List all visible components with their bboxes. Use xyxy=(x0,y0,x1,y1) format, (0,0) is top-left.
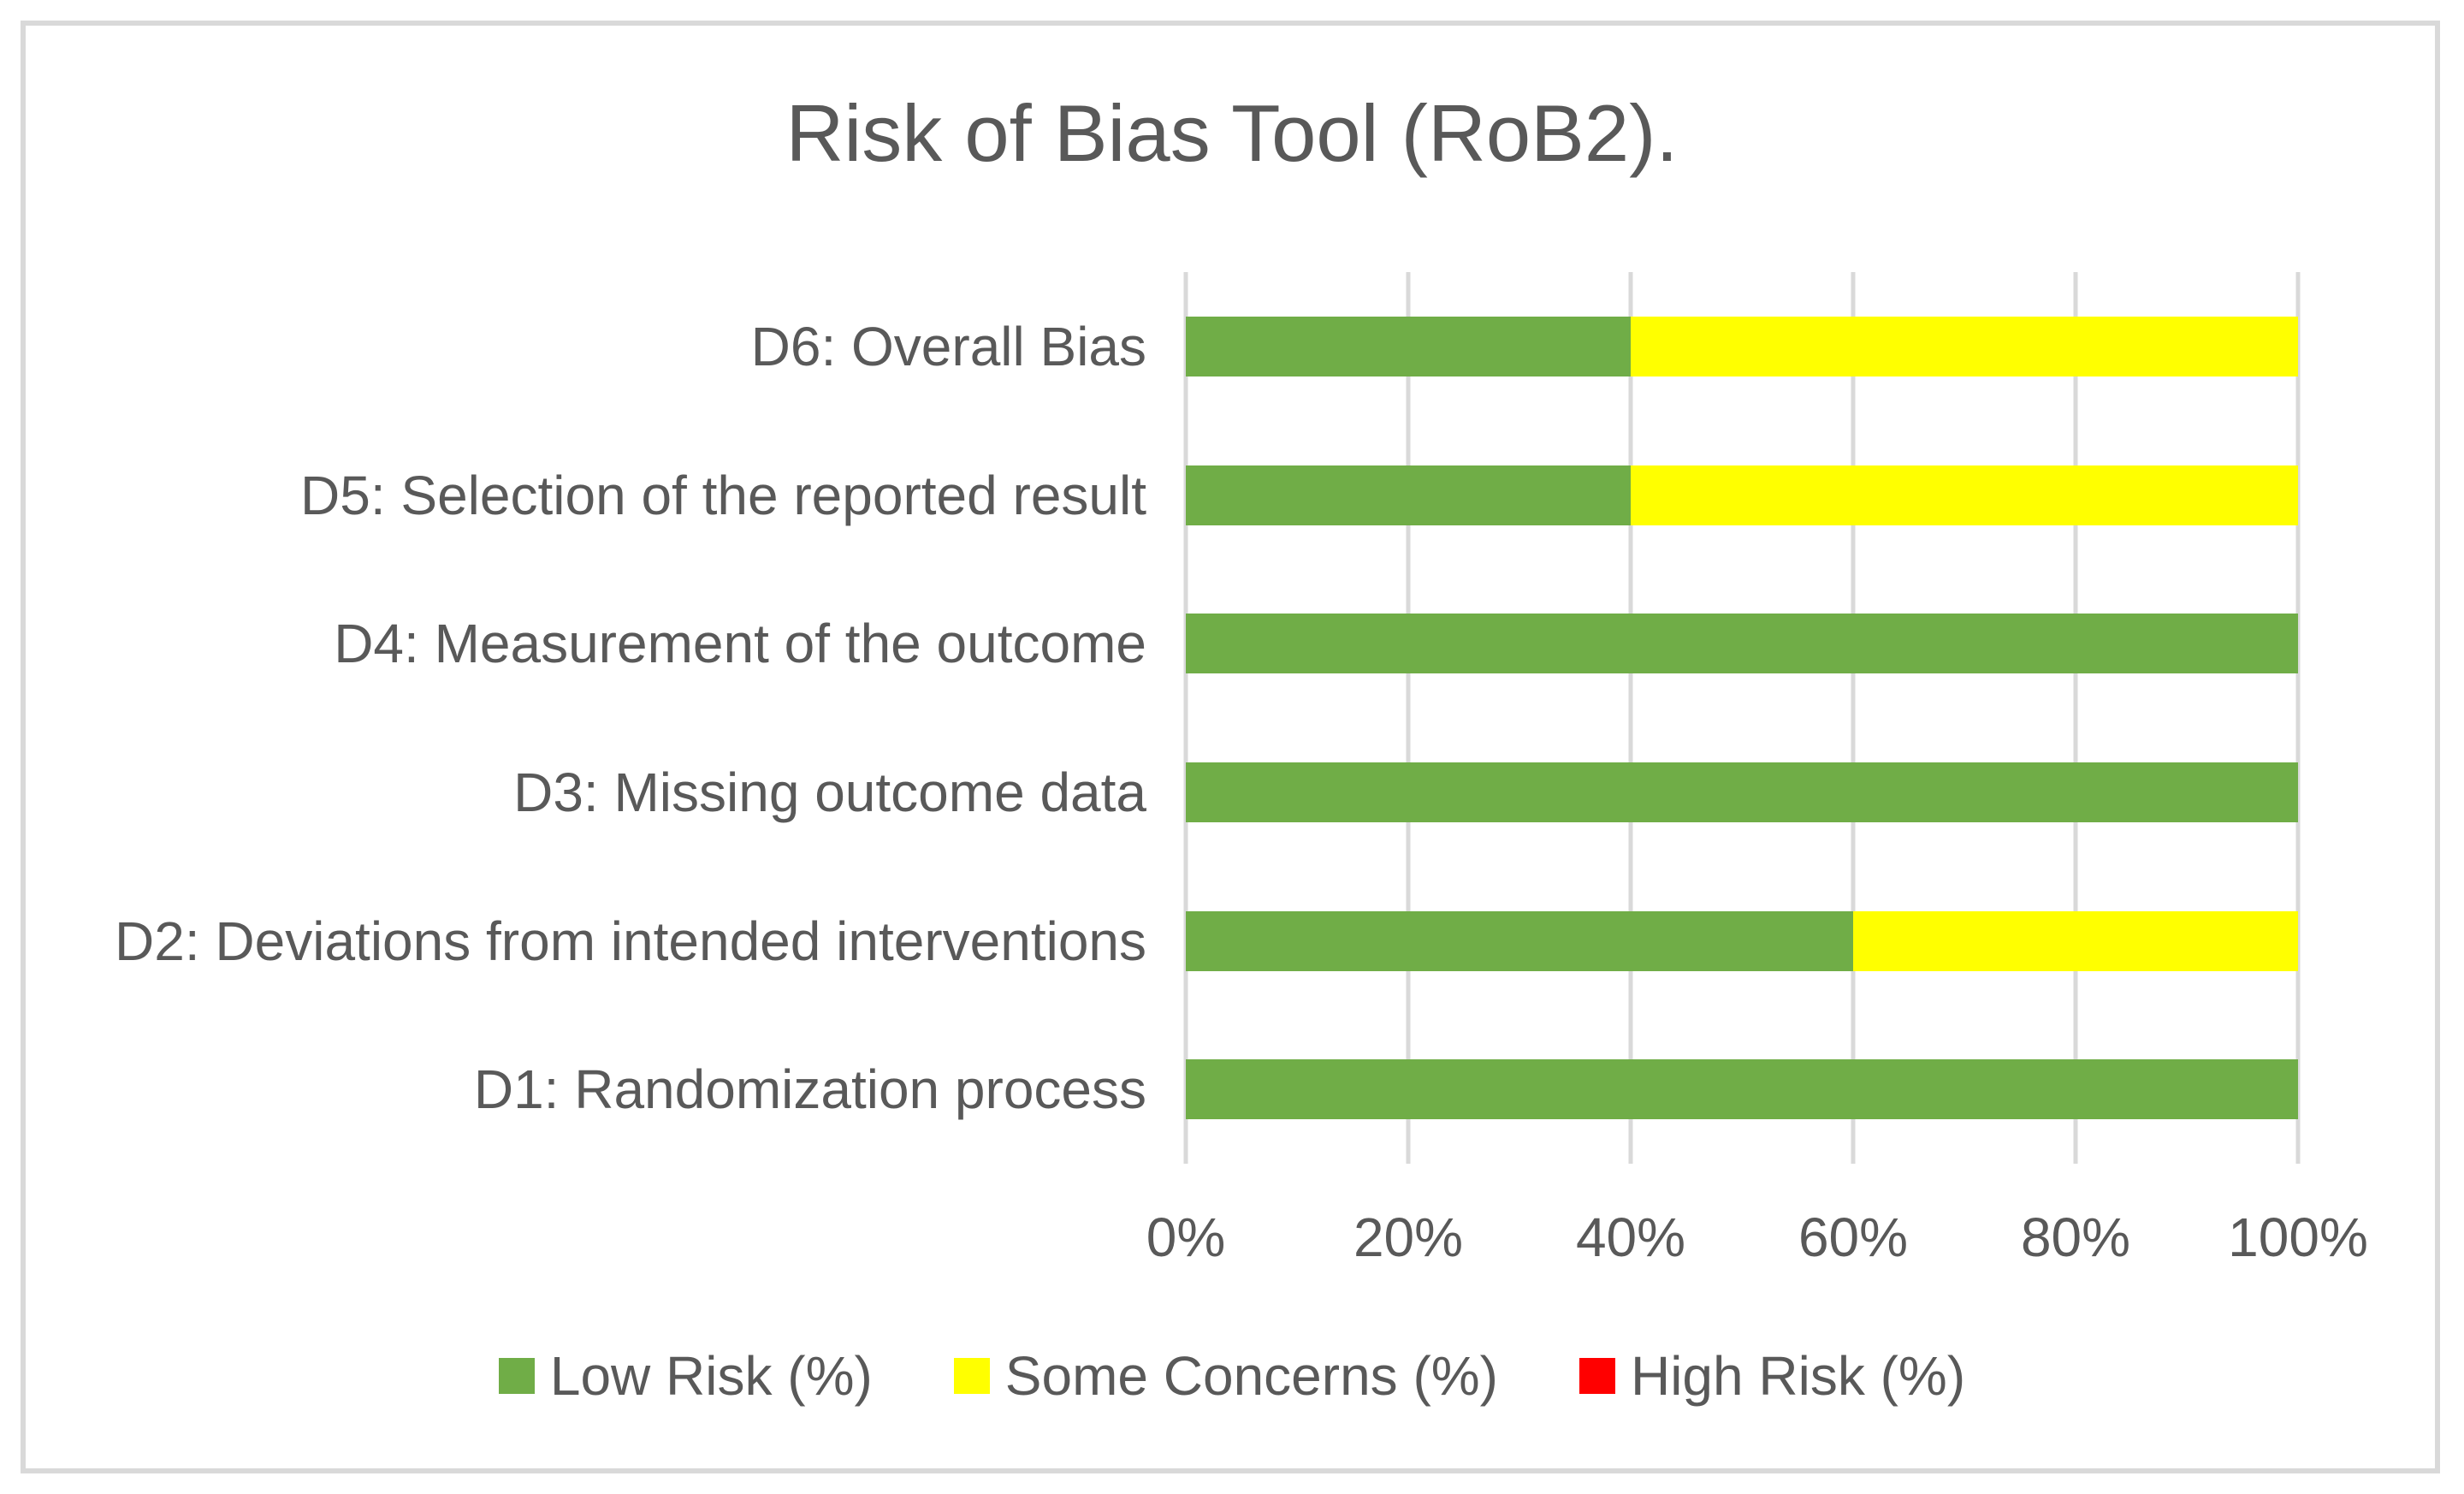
bar-segment-low-risk xyxy=(1186,317,1631,376)
category-label: D2: Deviations from intended interventio… xyxy=(115,910,1146,972)
x-tick-label: 40% xyxy=(1575,1206,1686,1268)
gridline xyxy=(2073,272,2078,1164)
legend-label: High Risk (%) xyxy=(1630,1345,1966,1407)
legend-swatch xyxy=(953,1358,990,1394)
x-tick-label: 100% xyxy=(2228,1206,2368,1268)
category-label: D4: Measurement of the outcome xyxy=(334,613,1146,674)
bar-row xyxy=(1186,911,2298,971)
bar-segment-low-risk xyxy=(1186,1059,2298,1119)
x-tick-label: 0% xyxy=(1146,1206,1226,1268)
bar-row xyxy=(1186,465,2298,525)
category-label: D5: Selection of the reported result xyxy=(300,465,1146,526)
legend-item: Low Risk (%) xyxy=(498,1342,873,1410)
bar-segment-some-concerns xyxy=(1853,911,2298,971)
x-tick-label: 80% xyxy=(2020,1206,2131,1268)
x-tick-label: 60% xyxy=(1798,1206,1909,1268)
gridline xyxy=(1628,272,1633,1164)
legend-swatch xyxy=(498,1358,535,1394)
legend-label: Low Risk (%) xyxy=(549,1345,873,1407)
gridline xyxy=(1183,272,1188,1164)
bar-row xyxy=(1186,614,2298,673)
bar-segment-low-risk xyxy=(1186,911,1853,971)
bar-segment-some-concerns xyxy=(1631,317,2298,376)
bar-row xyxy=(1186,317,2298,376)
bar-segment-low-risk xyxy=(1186,465,1631,525)
bar-segment-low-risk xyxy=(1186,614,2298,673)
legend-item: High Risk (%) xyxy=(1578,1342,1966,1410)
category-label: D6: Overall Bias xyxy=(750,316,1146,377)
bar-row xyxy=(1186,1059,2298,1119)
category-label: D3: Missing outcome data xyxy=(513,762,1146,823)
bar-row xyxy=(1186,762,2298,822)
bar-segment-low-risk xyxy=(1186,762,2298,822)
category-labels: D6: Overall Bias D5: Selection of the rep… xyxy=(51,272,1146,1164)
legend-label: Some Concerns (%) xyxy=(1004,1345,1498,1407)
x-tick-label: 20% xyxy=(1353,1206,1464,1268)
x-axis-tick-labels: 0% 20% 40% 60% 80% 100% xyxy=(1146,1205,2368,1273)
legend-swatch xyxy=(1578,1358,1615,1394)
legend-item: Some Concerns (%) xyxy=(953,1342,1498,1410)
category-label: D1: Randomization process xyxy=(473,1058,1146,1120)
gridline xyxy=(1406,272,1411,1164)
gridline xyxy=(1851,272,1856,1164)
chart-title: Risk of Bias Tool (RoB2). xyxy=(785,88,1679,178)
legend: Low Risk (%) Some Concerns (%) High Risk (… xyxy=(0,1342,2464,1410)
bar-segment-some-concerns xyxy=(1631,465,2298,525)
plot-area xyxy=(1183,272,2301,1164)
gridline xyxy=(2295,272,2301,1164)
